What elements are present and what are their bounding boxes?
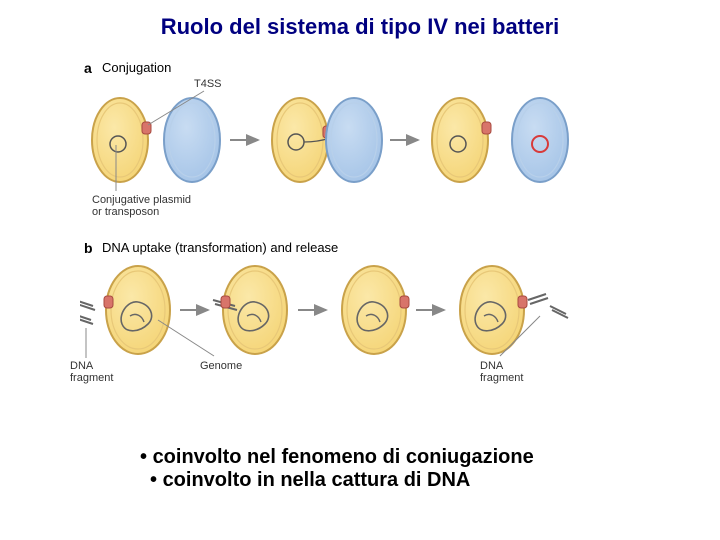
diagram-area: a Conjugation T4SS Conjugative plasmid o… <box>80 60 640 420</box>
t4ss-label: T4SS <box>194 78 222 90</box>
page-title: Ruolo del sistema di tipo IV nei batteri <box>0 14 720 40</box>
panel-b-label: DNA uptake (transformation) and release <box>102 240 338 255</box>
stage-b1 <box>104 266 170 354</box>
conjugative-plasmid-label: Conjugative plasmid or transposon <box>92 194 191 218</box>
dna-label-line1: DNA <box>70 360 113 372</box>
stage-b2 <box>213 266 287 354</box>
stage-b3 <box>342 266 409 354</box>
stage-b4 <box>460 266 568 354</box>
donor-cell <box>92 98 148 182</box>
dna-out-label-line2: fragment <box>480 372 523 384</box>
bullet-2-text: coinvolto in nella cattura di DNA <box>163 469 471 491</box>
plasmid-label-line2: or transposon <box>92 206 191 218</box>
panel-a-label: Conjugation <box>102 60 171 75</box>
bullet-list: • coinvolto nel fenomeno di coniugazione… <box>140 446 534 492</box>
stage-a1 <box>92 98 220 182</box>
genome-label: Genome <box>200 360 242 372</box>
panel-a-letter: a <box>84 60 92 76</box>
plasmid-label-line1: Conjugative plasmid <box>92 194 191 206</box>
stage-a3 <box>432 98 568 182</box>
dna-label-line2: fragment <box>70 372 113 384</box>
bullet-2: • coinvolto in nella cattura di DNA <box>150 469 534 492</box>
bullet-1: • coinvolto nel fenomeno di coniugazione <box>140 446 534 469</box>
bullet-1-text: coinvolto nel fenomeno di coniugazione <box>153 446 534 468</box>
panel-b-letter: b <box>84 240 93 256</box>
dna-fragment-out-label: DNA fragment <box>480 360 523 384</box>
dna-fragments-icon <box>80 300 95 324</box>
stage-a2 <box>272 98 382 182</box>
dna-fragment-label: DNA fragment <box>70 360 113 384</box>
dna-out-label-line1: DNA <box>480 360 523 372</box>
